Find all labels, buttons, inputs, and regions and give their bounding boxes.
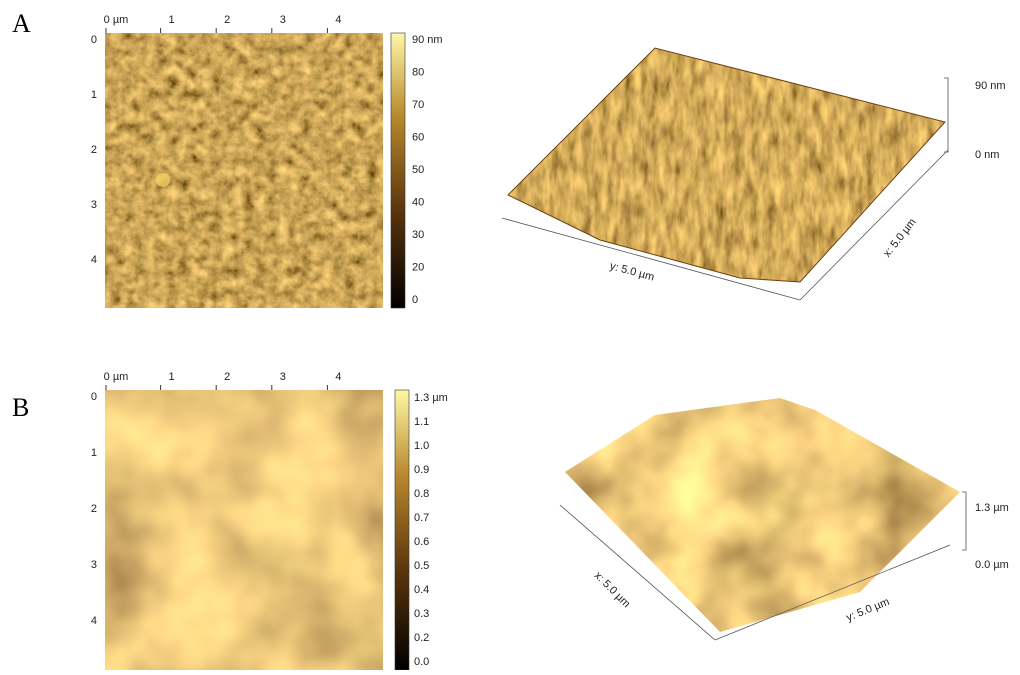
y-tick-label: 2 [91, 144, 97, 156]
colorbar-label: 0.0 [414, 656, 429, 668]
particle [156, 173, 170, 187]
colorbar-label: 0.8 [414, 488, 429, 500]
colorbar [390, 32, 406, 309]
x-tick-label: 1 [169, 371, 175, 383]
colorbar-label: 90 nm [412, 34, 443, 46]
colorbar-label: 0.7 [414, 512, 429, 524]
x-tick-label: 2 [224, 14, 230, 26]
y-tick-label: 0 [91, 391, 97, 403]
x-tick-label: 0 µm [104, 371, 129, 383]
afm-3d-surface [565, 398, 960, 632]
z-axis-label: 0 nm [975, 149, 999, 161]
colorbar [394, 389, 410, 671]
panel-label: B [12, 393, 29, 422]
y-tick-label: 3 [91, 199, 97, 211]
colorbar-label: 20 [412, 261, 424, 273]
axis-label: y: 5.0 µm [845, 596, 892, 624]
y-tick-label: 3 [91, 559, 97, 571]
colorbar-label: 0.6 [414, 536, 429, 548]
y-tick-label: 1 [91, 89, 97, 101]
y-tick-label: 4 [91, 615, 97, 627]
y-tick-label: 2 [91, 503, 97, 515]
colorbar-label: 30 [412, 229, 424, 241]
colorbar-label: 0.2 [414, 632, 429, 644]
afm-height-map [105, 33, 383, 308]
colorbar-label: 0.3 [414, 608, 429, 620]
x-tick-label: 3 [280, 14, 286, 26]
x-tick-label: 3 [280, 371, 286, 383]
x-tick-label: 1 [169, 14, 175, 26]
axis-label: y: 5.0 µm [609, 260, 656, 283]
colorbar-label: 60 [412, 131, 424, 143]
colorbar-label: 0.5 [414, 560, 429, 572]
colorbar-label: 1.3 µm [414, 392, 448, 404]
panel-label: A [12, 9, 31, 38]
colorbar-label: 0.4 [414, 584, 429, 596]
afm-height-map [105, 390, 383, 670]
colorbar-label: 50 [412, 164, 424, 176]
y-tick-label: 1 [91, 447, 97, 459]
colorbar-label: 0.9 [414, 464, 429, 476]
colorbar-label: 70 [412, 99, 424, 111]
axes-3d [559, 491, 967, 641]
x-tick-label: 4 [335, 14, 341, 26]
axis-label: x: 5.0 µm [881, 216, 918, 259]
axis-label: x: 5.0 µm [592, 570, 633, 611]
z-axis-label: 1.3 µm [975, 502, 1009, 514]
colorbar-label: 1.0 [414, 440, 429, 452]
x-tick-label: 0 µm [104, 14, 129, 26]
y-tick-label: 4 [91, 254, 97, 266]
y-tick-label: 0 [91, 34, 97, 46]
colorbar-label: 40 [412, 196, 424, 208]
z-axis-label: 90 nm [975, 80, 1006, 92]
x-tick-label: 4 [335, 371, 341, 383]
axes-3d [501, 77, 949, 301]
colorbar-label: 1.1 [414, 416, 429, 428]
colorbar-label: 0 [412, 294, 418, 306]
afm-3d-surface [508, 48, 945, 282]
z-axis-label: 0.0 µm [975, 559, 1009, 571]
x-tick-label: 2 [224, 371, 230, 383]
colorbar-label: 80 [412, 66, 424, 78]
surface-edge [507, 47, 946, 283]
